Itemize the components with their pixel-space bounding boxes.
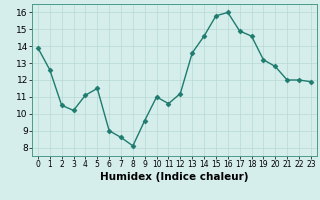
- X-axis label: Humidex (Indice chaleur): Humidex (Indice chaleur): [100, 172, 249, 182]
